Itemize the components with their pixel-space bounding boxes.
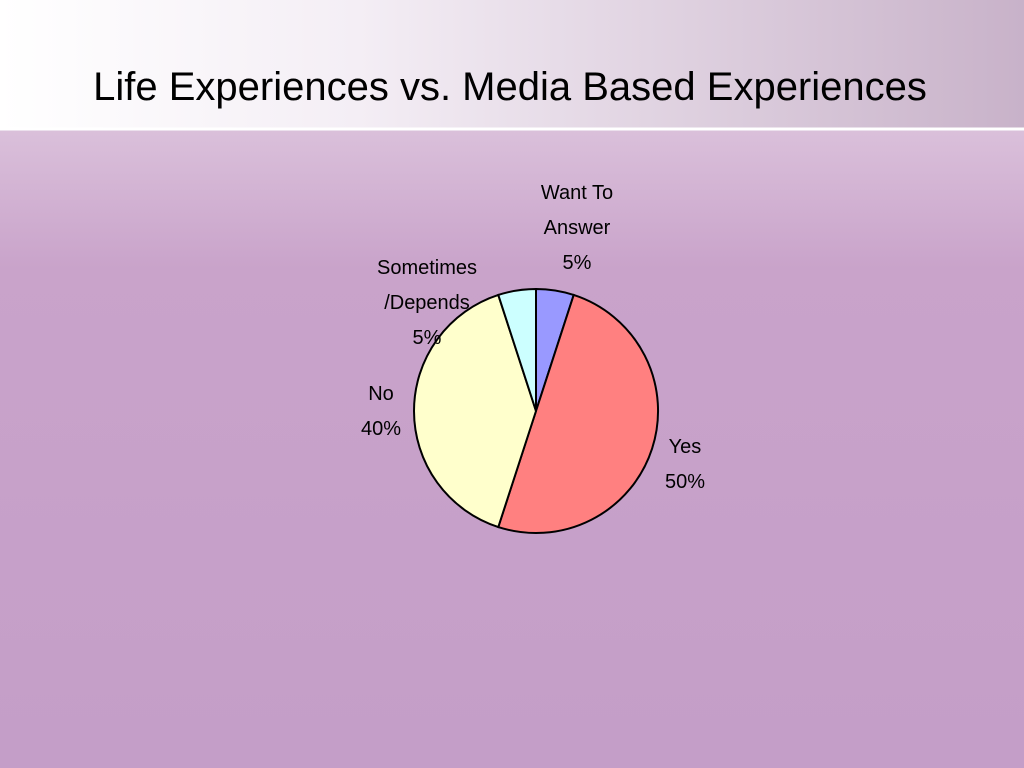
slice-label: Sometimes /Depends 5% — [362, 251, 492, 356]
pie — [413, 287, 659, 534]
pie-slice — [497, 293, 659, 534]
slice-category: No — [368, 383, 394, 405]
chart-title: Life Experiences vs. Media Based Experie… — [93, 65, 927, 109]
slice-value: 50% — [664, 471, 706, 493]
slice-value: 5% — [412, 327, 442, 349]
slice-category: Yes — [668, 436, 702, 458]
slice-label: No 40% — [341, 377, 421, 447]
slice-label: Yes 50% — [645, 430, 725, 500]
slice-value: 40% — [360, 418, 402, 440]
slice-category: Want To Answer — [540, 182, 614, 239]
header-band — [0, 0, 1024, 128]
pie-slice — [497, 287, 537, 412]
pie-slice — [413, 293, 538, 529]
slice-category: Sometimes /Depends — [376, 257, 478, 314]
slice-label: Want To Answer 5% — [522, 176, 632, 281]
slice-value: 5% — [562, 252, 592, 274]
